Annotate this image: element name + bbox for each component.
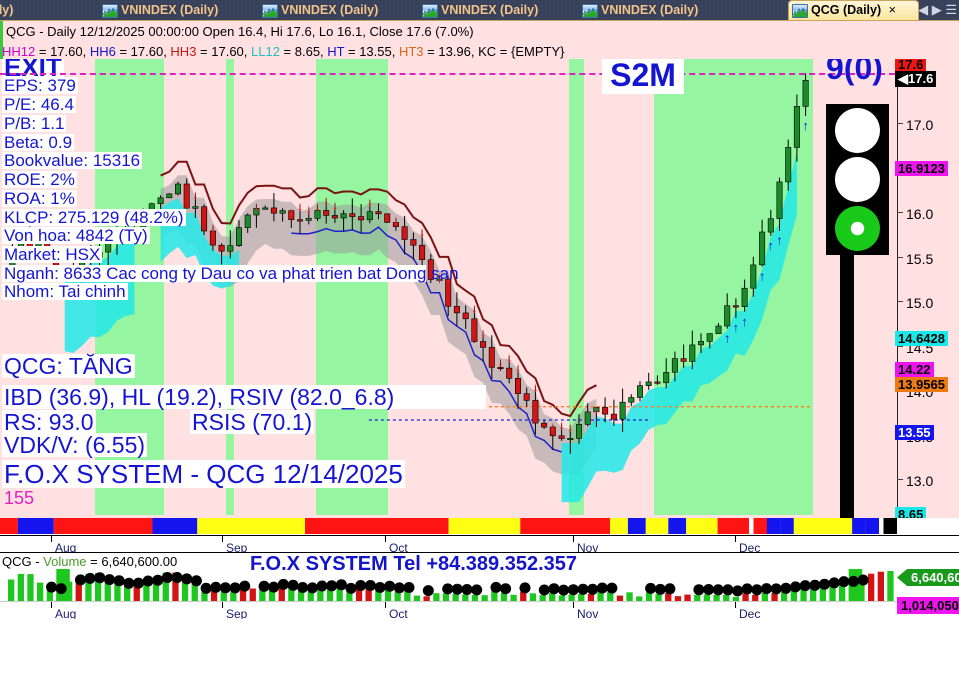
svg-text:↓: ↓ (515, 360, 522, 375)
svg-text:↓: ↓ (306, 202, 313, 217)
svg-text:↓: ↓ (297, 199, 304, 214)
svg-text:↓: ↓ (323, 192, 330, 207)
svg-text:↑: ↑ (741, 314, 748, 329)
svg-text:↓: ↓ (558, 417, 565, 432)
svg-text:↓: ↓ (593, 401, 600, 416)
svg-text:↓: ↓ (497, 354, 504, 369)
svg-text:↓: ↓ (332, 197, 339, 212)
svg-text:↑: ↑ (733, 320, 740, 335)
svg-text:↓: ↓ (253, 198, 260, 213)
svg-text:↑: ↑ (776, 233, 783, 248)
svg-text:↑: ↑ (724, 331, 731, 346)
svg-text:↓: ↓ (471, 300, 478, 315)
svg-text:↓: ↓ (532, 380, 539, 395)
svg-text:↓: ↓ (314, 199, 321, 214)
svg-text:↓: ↓ (480, 325, 487, 340)
svg-text:↓: ↓ (288, 204, 295, 219)
svg-text:↑: ↑ (768, 238, 775, 253)
svg-text:↓: ↓ (367, 194, 374, 209)
svg-text:↓: ↓ (550, 419, 557, 434)
svg-text:↓: ↓ (506, 350, 513, 365)
svg-text:↓: ↓ (419, 224, 426, 239)
svg-text:↓: ↓ (192, 187, 199, 202)
svg-text:↓: ↓ (567, 419, 574, 434)
svg-text:↑: ↑ (759, 269, 766, 284)
svg-text:↓: ↓ (393, 212, 400, 227)
svg-text:↓: ↓ (210, 220, 217, 235)
svg-text:↑: ↑ (802, 118, 809, 133)
